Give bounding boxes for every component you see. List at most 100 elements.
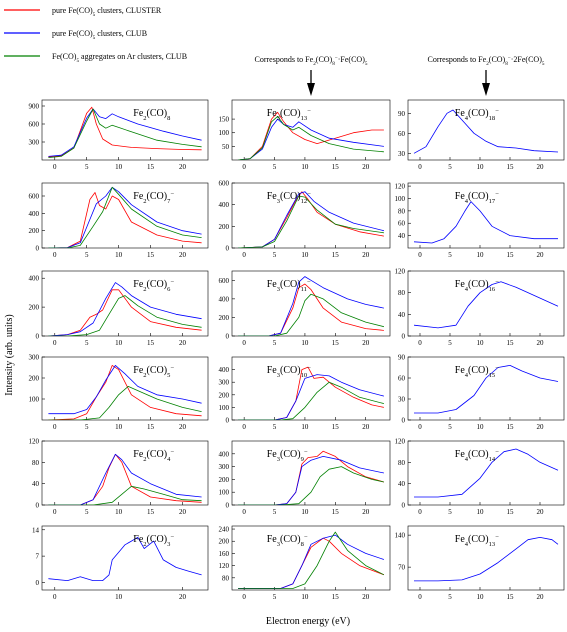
panel-frame [41,270,209,337]
y-tick-label: 120 [395,268,406,276]
x-tick-label: 0 [242,163,246,171]
series-line [48,365,202,415]
y-tick-label: 0 [402,417,406,425]
panel-2-3: 0 5 10 15 20 0 30 60 90 Fe4(CO)15− [398,354,565,431]
y-tick-label: 120 [219,562,230,570]
y-tick-label: 0 [402,333,406,341]
x-tick-label: 20 [537,251,545,259]
series-line [48,453,202,505]
series-line [48,108,202,158]
panel-title: Fe3(CO)9− [267,449,308,463]
x-tick-label: 10 [477,423,485,431]
x-tick-label: 5 [448,593,452,601]
series-line [48,536,202,581]
y-tick-label: 200 [219,538,230,546]
panel-title: Fe2(CO)7− [133,191,174,205]
series-line [413,281,559,329]
x-tick-label: 0 [53,251,57,259]
x-tick-label: 20 [179,163,187,171]
panel-title: Fe3(CO)12− [267,191,311,205]
panel-frame [41,356,209,421]
x-tick-label: 10 [115,251,123,259]
series-line [414,365,559,414]
x-tick-label: 10 [477,508,485,516]
y-tick-label: 900 [29,103,40,111]
y-tick-label: 0 [226,417,230,425]
y-tick-label: 0 [402,502,406,510]
x-tick-label: 10 [115,508,123,516]
y-tick-label: 14 [32,526,40,534]
series-line [238,293,384,336]
x-tick-label: 5 [85,339,89,347]
y-tick-label: 40 [398,311,406,319]
x-tick-label: 0 [53,593,57,601]
panel-title: Fe2(CO)4− [133,449,174,463]
x-tick-label: 15 [147,251,155,259]
y-tick-label: 80 [222,574,230,582]
x-tick-label: 10 [301,251,309,259]
legend-entry: Fe(CO)5 aggregates on Ar clusters, CLUB [52,52,187,64]
series-line [238,381,385,420]
y-tick-label: 400 [219,295,230,303]
x-tick-label: 15 [332,339,340,347]
panel-title: Fe4(CO)14− [455,449,499,463]
x-tick-label: 20 [362,251,370,259]
y-tick-label: 80 [398,459,406,467]
panel-frame [407,440,565,506]
y-tick-label: 400 [29,210,40,218]
x-tick-label: 20 [179,339,187,347]
series-line [48,485,202,505]
y-tick-label: 0 [36,502,40,510]
y-tick-label: 300 [29,139,40,147]
series-line [48,295,202,336]
panel-title: Fe4(CO)16− [455,279,499,293]
panel-title: Fe3(CO)10− [267,365,311,379]
y-tick-label: 100 [29,396,40,404]
y-tick-label: 400 [219,450,230,458]
y-tick-label: 80 [398,289,406,297]
x-tick-label: 20 [362,163,370,171]
panel-frame [407,182,565,249]
series-line [413,201,558,244]
y-tick-label: 40 [32,480,40,488]
x-tick-label: 0 [418,593,422,601]
y-tick-label: 300 [29,354,40,362]
panel-frame [41,99,209,161]
x-tick-label: 0 [242,251,246,259]
y-tick-label: 100 [219,489,230,497]
panel-2-2: 0 5 10 15 20 0 40 80 120 Fe4(CO)16− [395,268,565,347]
x-tick-label: 5 [448,339,452,347]
panel-2-0: 0 5 10 15 20 30 60 90 Fe4(CO)18− [398,99,565,171]
x-tick-label: 5 [85,423,89,431]
y-tick-label: 600 [219,180,230,188]
panel-0-5: 0 10 20 0 7 14 Fe2(CO)3− [32,525,209,601]
annotation-arrowhead [482,83,490,96]
y-tick-label: 120 [395,438,406,446]
y-tick-label: 90 [398,354,406,362]
x-tick-label: 10 [301,593,309,601]
series-line [238,456,384,505]
y-tick-label: 30 [398,396,406,404]
x-tick-label: 0 [53,163,57,171]
series-line [48,289,202,336]
y-tick-label: 200 [219,476,230,484]
x-tick-label: 15 [507,508,515,516]
y-tick-label: 60 [398,375,406,383]
x-tick-label: 15 [507,423,515,431]
x-tick-label: 15 [507,339,515,347]
x-tick-label: 15 [147,423,155,431]
panel-title: Fe4(CO)17− [455,191,499,205]
x-tick-label: 5 [273,423,277,431]
y-tick-label: 120 [395,183,406,191]
x-tick-label: 20 [362,423,370,431]
series-line [48,186,202,248]
y-tick-label: 60 [398,130,406,138]
panel-title: Fe2(CO)3− [133,534,174,548]
panel-frame [231,525,391,591]
series-line [48,192,202,248]
x-tick-label: 0 [53,339,57,347]
series-line [238,374,385,420]
